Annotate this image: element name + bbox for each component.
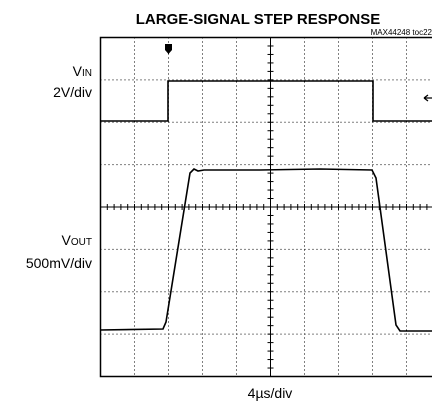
timebase: 4µs/div bbox=[248, 385, 293, 401]
channel-label: VOUT bbox=[62, 232, 92, 248]
channel-name: V bbox=[62, 232, 72, 248]
channel-scale: 2V/div bbox=[53, 84, 92, 100]
grid bbox=[100, 37, 432, 377]
channel-sub: IN bbox=[82, 68, 92, 79]
title: LARGE-SIGNAL STEP RESPONSE bbox=[136, 11, 381, 28]
note: MAX44248 toc22 bbox=[371, 28, 432, 37]
vout-trace bbox=[99, 168, 432, 332]
trigger-marker bbox=[165, 44, 172, 54]
channel-scale: 500mV/div bbox=[26, 255, 92, 271]
channel-label: VIN bbox=[73, 63, 92, 79]
vin-trace bbox=[100, 80, 432, 122]
channel-sub: OUT bbox=[71, 237, 92, 248]
screen-border bbox=[99, 36, 432, 378]
level-arrow bbox=[423, 94, 432, 102]
channel-name: V bbox=[73, 63, 83, 79]
